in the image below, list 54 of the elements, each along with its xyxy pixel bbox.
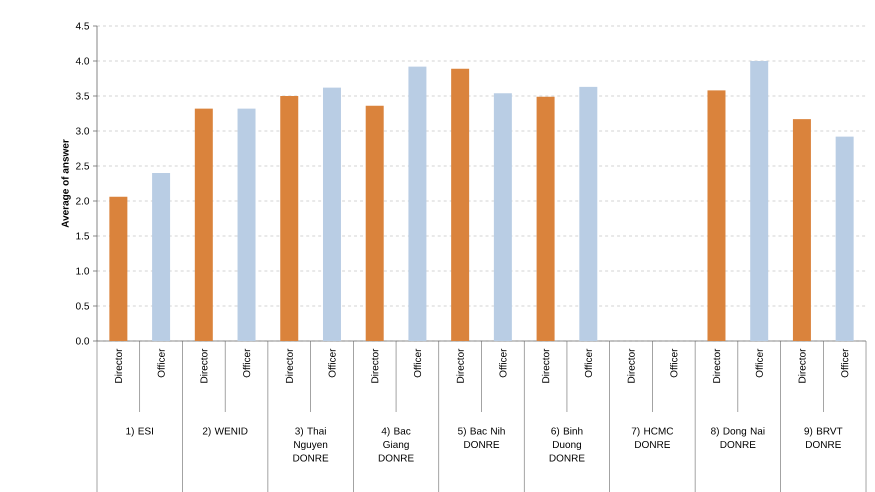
x-tick-label: Director xyxy=(798,348,806,383)
x-tick-label: Director xyxy=(542,348,550,383)
bar xyxy=(836,136,854,342)
text: 2) WENID xyxy=(202,427,248,437)
x-tick-label: Officer xyxy=(414,348,422,378)
text: 3) Thai Nguyen DONRE xyxy=(293,427,328,462)
bar xyxy=(109,196,128,342)
y-tick-label: 2.5 xyxy=(76,162,90,170)
y-tick-label: 4.5 xyxy=(76,22,90,30)
x-tick-label: Officer xyxy=(756,348,763,378)
x-tick-label: Officer xyxy=(670,348,678,378)
text: 4) Bac Giang DONRE xyxy=(378,427,414,462)
bar xyxy=(451,68,470,342)
y-tick-label: 1.5 xyxy=(76,232,90,240)
text: 6) Binh Duong DONRE xyxy=(550,427,585,462)
x-tick-label: Director xyxy=(712,348,720,383)
y-tick-label: 3.5 xyxy=(76,92,90,100)
y-tick-label: 2.0 xyxy=(76,197,90,205)
y-axis-title: Average of answer xyxy=(61,139,71,228)
y-tick-label: 0.5 xyxy=(76,302,90,310)
x-tick-label: Officer xyxy=(584,348,592,378)
bar xyxy=(280,96,298,342)
text: 8) Dong Nai DONRE xyxy=(711,427,764,448)
x-tick-label: Director xyxy=(627,348,635,383)
x-tick-label: Officer xyxy=(242,348,250,378)
y-tick-label: 4.0 xyxy=(76,57,90,65)
text: 9) BRVT DONRE xyxy=(804,427,842,448)
y-tick-label: 3.0 xyxy=(76,127,90,135)
x-tick-label: Director xyxy=(456,348,464,383)
x-tick-label: Director xyxy=(371,348,378,383)
y-tick-label: 0.0 xyxy=(76,337,90,345)
bar xyxy=(494,93,512,342)
x-tick-label: Director xyxy=(114,348,122,383)
bar xyxy=(366,106,384,342)
bar xyxy=(408,66,426,342)
bar xyxy=(238,108,256,342)
x-tick-label: Officer xyxy=(499,348,507,378)
bar xyxy=(536,96,555,342)
x-tick-label: Officer xyxy=(328,348,336,378)
bar xyxy=(152,173,170,342)
x-tick-label: Director xyxy=(286,348,293,383)
bar xyxy=(707,90,726,342)
text: 1) ESI xyxy=(126,427,153,437)
y-tick-label: 1.0 xyxy=(76,267,90,275)
text: 5) Bac Nih DONRE xyxy=(458,427,505,448)
bar xyxy=(194,108,213,342)
x-tick-label: Director xyxy=(200,348,208,383)
x-tick-label: Officer xyxy=(840,348,848,378)
text: 7) HCMC DONRE xyxy=(632,427,674,448)
bar xyxy=(750,61,768,342)
bar xyxy=(792,119,811,342)
x-tick-label: Officer xyxy=(157,348,165,378)
bar xyxy=(579,86,598,342)
bar xyxy=(322,88,341,342)
